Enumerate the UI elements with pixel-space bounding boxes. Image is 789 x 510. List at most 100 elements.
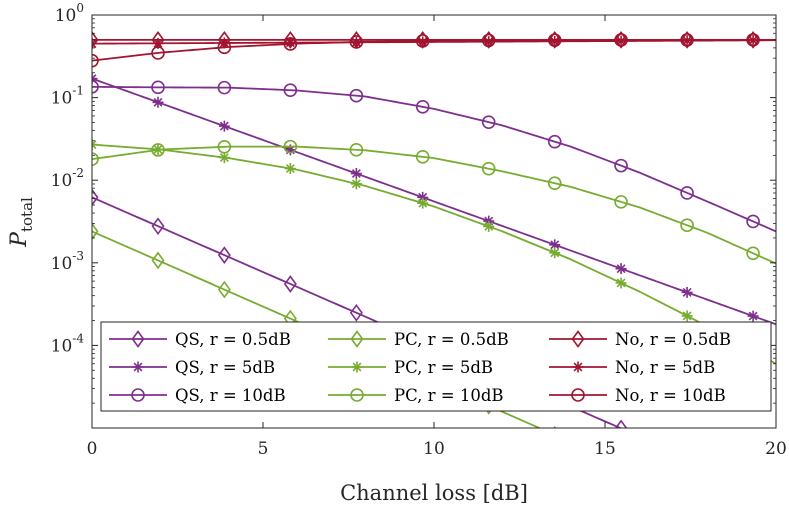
data-point (481, 33, 496, 48)
data-point (151, 217, 165, 236)
series-qs-10dB (92, 80, 776, 233)
data-point (681, 286, 693, 298)
legend-swatch-marker (351, 361, 363, 373)
data-point (283, 275, 297, 293)
data-point (152, 96, 164, 108)
data-point (682, 450, 693, 465)
data-point (547, 134, 562, 149)
data-point (614, 195, 628, 209)
data-point (349, 303, 363, 322)
data-point (417, 36, 429, 48)
data-point (614, 419, 628, 428)
legend-swatch-marker (572, 361, 584, 373)
y-tick-label: 10-4 (51, 331, 85, 356)
legend-label: QS, r = 0.5dB (175, 330, 291, 349)
legend-item: No, r = 0.5dB (549, 330, 731, 349)
data-point (746, 33, 760, 47)
data-point (615, 277, 627, 289)
data-point (417, 191, 429, 203)
series-line (92, 38, 776, 62)
legend-label: QS, r = 10dB (175, 386, 286, 405)
legend-swatch-marker (350, 330, 364, 348)
x-tick-label: 15 (594, 439, 616, 459)
data-point (549, 239, 561, 251)
data-point (616, 456, 627, 471)
data-point (681, 310, 693, 322)
legend-label: No, r = 5dB (615, 358, 715, 377)
data-point (549, 35, 561, 47)
y-tick-label: 100 (55, 1, 84, 26)
data-point (746, 246, 760, 261)
legend-item: No, r = 5dB (549, 358, 715, 377)
data-point (481, 115, 496, 129)
data-point (483, 220, 495, 232)
legend-label: PC, r = 5dB (394, 358, 493, 377)
y-axis-label: Ptotal (7, 197, 36, 248)
series-line (92, 145, 776, 265)
data-point (747, 310, 759, 322)
data-point (481, 161, 496, 176)
data-point (682, 485, 693, 500)
data-point (217, 40, 232, 55)
data-point (547, 176, 562, 191)
data-point (547, 33, 562, 47)
data-point (283, 83, 298, 97)
legend-swatch-marker (131, 330, 145, 348)
data-point (614, 33, 628, 47)
y-tick-label: 10-1 (51, 84, 84, 109)
x-tick-label: 20 (765, 439, 787, 459)
series-line (92, 143, 776, 365)
data-point (680, 218, 694, 233)
legend-swatch-marker (571, 330, 585, 348)
series-pc-10dB (92, 139, 776, 265)
x-tick-label: 5 (258, 439, 269, 459)
legend-swatch-marker (350, 388, 364, 402)
data-point (349, 88, 364, 103)
series-no-10dB (92, 33, 776, 68)
series-qs-5dB (92, 73, 776, 326)
legend-label: No, r = 0.5dB (615, 330, 731, 349)
y-axis-label-main: P (7, 231, 32, 248)
legend-item: QS, r = 10dB (109, 386, 286, 405)
data-point (680, 186, 694, 200)
data-point (92, 222, 99, 241)
legend-item: PC, r = 5dB (328, 358, 493, 377)
data-point (748, 479, 759, 494)
data-point (553, 425, 557, 428)
legend-label: No, r = 10dB (615, 386, 726, 405)
data-point (415, 150, 430, 164)
data-point (217, 246, 231, 265)
legend-swatch-marker (132, 361, 144, 373)
data-point (151, 143, 165, 157)
data-point (151, 46, 165, 60)
data-point (680, 33, 694, 47)
data-point (746, 214, 760, 229)
data-point (349, 35, 364, 49)
data-point (549, 247, 561, 259)
x-tick-label: 0 (87, 439, 98, 459)
data-point (284, 144, 296, 156)
data-point (218, 37, 230, 49)
data-point (614, 158, 628, 173)
data-point (217, 80, 232, 95)
data-point (92, 152, 99, 166)
data-point (92, 80, 99, 94)
data-point (482, 31, 496, 49)
y-axis-label-sub: total (18, 197, 36, 232)
legend-label: PC, r = 0.5dB (394, 330, 509, 349)
data-point (283, 37, 298, 51)
y-tick-label: 10-3 (51, 249, 84, 274)
data-point (152, 37, 164, 49)
legend-item: QS, r = 5dB (109, 358, 275, 377)
data-point (615, 35, 627, 47)
data-point (417, 197, 429, 209)
data-point (284, 163, 296, 175)
legend-item: No, r = 10dB (549, 386, 726, 405)
data-point (218, 152, 230, 164)
x-tick-label: 10 (423, 439, 445, 459)
axes-layer: 0 5 10 15 20 10-4 10-3 10-2 10-1 100 (51, 1, 787, 459)
data-point (92, 53, 99, 68)
data-point (151, 251, 165, 270)
data-point (151, 80, 165, 95)
x-axis-label: Channel loss [dB] (340, 481, 528, 505)
